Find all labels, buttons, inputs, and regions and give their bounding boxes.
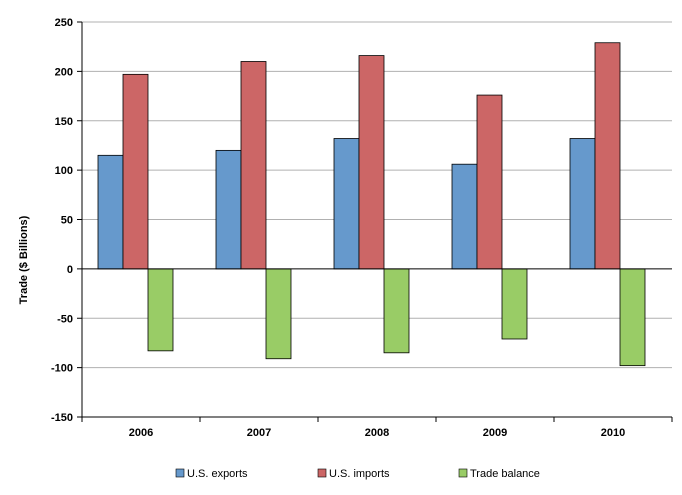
- x-tick-label: 2009: [483, 427, 507, 439]
- bar-u-s-exports-2006: [97, 154, 124, 270]
- y-tick-label: -50: [57, 313, 73, 325]
- bar-trade-balance-2007: [265, 268, 292, 360]
- legend: U.S. exports U.S. imports Trade balance: [175, 468, 540, 480]
- legend-swatch: [317, 468, 327, 478]
- y-tick-label: 50: [61, 215, 73, 227]
- y-axis-title: Trade ($ Billions): [18, 215, 30, 304]
- x-tick-label: 2006: [129, 427, 153, 439]
- x-tick-label: 2008: [365, 427, 389, 439]
- bar-trade-balance-2009: [501, 268, 528, 340]
- bar-trade-balance-2008: [383, 268, 410, 354]
- x-tick-labels: 2006 2007 2008 2009 2010: [129, 427, 625, 439]
- legend-label: U.S. exports: [187, 468, 248, 480]
- y-tick-label: 250: [55, 17, 73, 29]
- y-tick-label: 200: [55, 66, 73, 78]
- bar-u-s-imports-2006: [122, 73, 149, 270]
- axes: [77, 21, 673, 422]
- y-tick-label: -150: [51, 412, 73, 424]
- bar-trade-balance-2006: [147, 268, 174, 352]
- bar-u-s-exports-2008: [333, 138, 360, 270]
- bar-u-s-exports-2009: [451, 163, 478, 270]
- y-tick-label: -100: [51, 363, 73, 375]
- x-tick-label: 2007: [247, 427, 271, 439]
- bar-u-s-exports-2007: [215, 149, 242, 270]
- y-tick-labels: 250 200 150 100 50 0 -50 -100 -150: [51, 17, 73, 424]
- y-tick-label: 0: [67, 264, 73, 276]
- bar-u-s-exports-2010: [569, 138, 596, 270]
- bar-u-s-imports-2007: [240, 61, 267, 270]
- legend-swatch: [175, 468, 185, 478]
- bar-u-s-imports-2008: [358, 55, 385, 270]
- legend-label: U.S. imports: [329, 468, 390, 480]
- bar-trade-balance-2010: [619, 268, 646, 367]
- bar-u-s-imports-2009: [476, 94, 503, 270]
- y-tick-label: 100: [55, 165, 73, 177]
- y-tick-label: 150: [55, 116, 73, 128]
- x-tick-label: 2010: [601, 427, 625, 439]
- legend-swatch: [458, 468, 468, 478]
- bars: [97, 42, 646, 367]
- legend-label: Trade balance: [470, 468, 540, 480]
- bar-u-s-imports-2010: [594, 42, 621, 270]
